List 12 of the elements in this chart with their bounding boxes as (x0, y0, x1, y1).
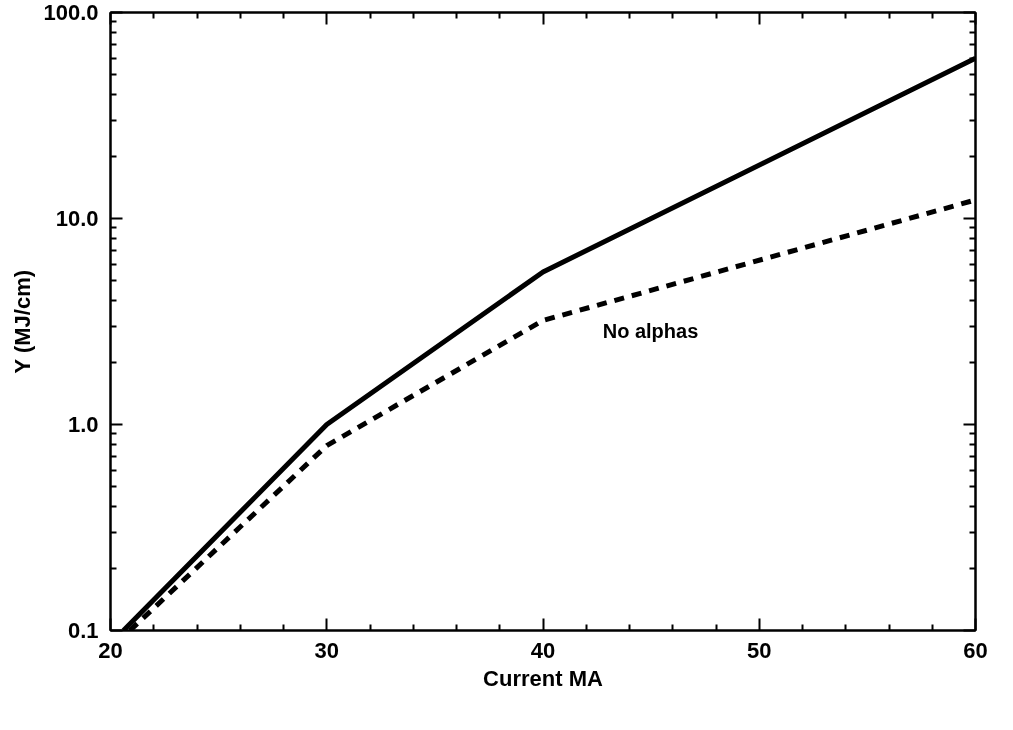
y-axis-title: Y (MJ/cm) (10, 269, 36, 374)
y-tick-label: 1.0 (67, 412, 99, 437)
x-tick-label: 40 (530, 637, 556, 663)
y-tick-label: 10.0 (55, 206, 99, 231)
x-tick-label: 60 (963, 637, 988, 663)
x-axis-title: Current MA (483, 665, 603, 691)
y-tick-label: 0.1 (67, 618, 99, 643)
x-tick-label: 20 (98, 637, 123, 663)
annotation: No alphas (602, 319, 699, 342)
x-tick-label: 30 (314, 637, 339, 663)
y-tick-label: 100.0 (43, 0, 99, 25)
x-tick-label: 50 (747, 637, 772, 663)
